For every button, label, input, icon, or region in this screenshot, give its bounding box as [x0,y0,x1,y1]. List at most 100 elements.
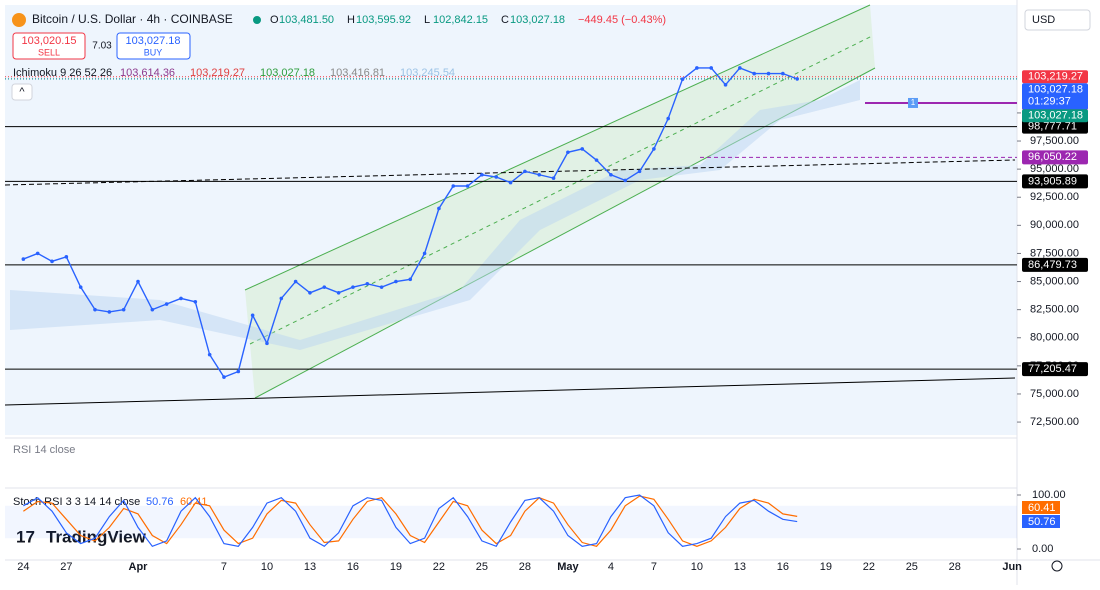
time-label: 16 [777,561,789,573]
stoch-tick-label: 0.00 [1032,543,1053,555]
channel-upper [244,4,871,291]
spread: 7.03 [92,41,112,52]
close-point [523,169,527,174]
brand-logo: 17 [16,527,35,546]
close-point [508,180,513,185]
close-point [379,285,384,289]
close-point [623,178,628,183]
settings-icon[interactable] [1051,560,1063,572]
ohlc-value: 103,595.92 [356,14,411,26]
price-tick-label: 92,500.00 [1030,191,1079,203]
time-label: 10 [261,561,273,573]
level-tag-label: 93,905.89 [1028,175,1077,187]
ichimoku-cloud [10,80,860,350]
close-point [795,77,799,81]
level-tag [1022,119,1088,134]
close-point [766,71,771,76]
level-tag [1022,257,1088,272]
status-dot [253,16,261,24]
close-point [580,147,585,151]
close-point [222,375,226,379]
stoch-tag [1022,501,1060,514]
ohlc-value: 103,027.18 [510,14,565,26]
close-point [752,71,756,76]
time-label: 10 [691,561,703,573]
change: −449.45 (−0.43%) [578,14,666,26]
time-label: Jun [1002,561,1022,573]
time-label: 28 [949,561,961,573]
ohlc-key: L [424,14,430,26]
sell-button[interactable] [12,32,86,60]
level-marker: 1 [911,98,916,107]
close-point [494,175,499,179]
ohlc-key: C [501,14,509,26]
close-point [121,307,126,312]
stoch-k: 50.76 [146,496,174,508]
close-point [551,176,556,180]
ichimoku-name: Ichimoku 9 26 52 26 [13,67,112,79]
coin-icon [12,13,26,27]
close-point [365,281,370,286]
price-tick-label: 95,000.00 [1030,163,1079,175]
price-tick-label: 85,000.00 [1030,275,1079,287]
close-point [107,310,112,314]
stoch-tick-label: 100.00 [1032,489,1066,501]
close-point [465,184,470,188]
close-point [265,341,269,346]
price-tag [1022,109,1088,123]
close-point [394,279,398,284]
price-tag [1022,70,1088,84]
close-point [709,66,713,70]
rsi-name: RSI 14 close [13,444,75,456]
time-label: Apr [129,561,149,573]
buy-label: BUY [144,47,163,57]
price-tick-label: 72,500.00 [1030,416,1079,428]
time-label: 22 [863,561,875,573]
time-label: 28 [519,561,531,573]
currency: USD [1032,14,1055,26]
close-point [293,279,298,284]
time-label: 19 [820,561,832,573]
level-tag [1022,150,1088,165]
close-point [50,259,54,264]
time-label: 4 [608,561,614,573]
time-label: 13 [734,561,746,573]
time-label: 16 [347,561,359,573]
close-point [594,158,599,162]
close-point [566,150,570,155]
close-point [35,251,40,256]
time-label: May [557,561,579,573]
ichimoku-value: 103,416.81 [330,67,385,79]
time-label: 7 [221,561,227,573]
time-label: 27 [60,561,72,573]
currency-select[interactable] [1024,9,1091,31]
sell-label: SELL [38,47,60,57]
close-point [336,290,341,295]
close-point [537,172,542,177]
close-point [680,77,685,81]
time-label: 22 [433,561,445,573]
close-point [652,147,656,151]
stoch-d-line [23,495,798,547]
ohlc-key: O [270,14,279,26]
stoch-tag-label: 50.76 [1028,516,1056,528]
ohlc-value: 103,481.50 [279,14,334,26]
close-point [308,290,312,295]
price-tag-label: 103,027.18 [1028,110,1083,122]
close-point [279,296,284,301]
ichimoku-value: 103,027.18 [260,67,315,79]
price-tag-label: 103,219.27 [1028,71,1083,83]
buy-button[interactable] [116,32,191,60]
close-point [422,251,427,256]
collapse-button[interactable] [11,83,33,101]
time-label: 25 [906,561,918,573]
close-point [64,255,69,259]
level-tag-label: 77,205.47 [1028,363,1077,375]
close-point [78,285,83,289]
close-point [93,307,97,312]
collapse-icon: ^ [19,86,25,98]
close-point [695,66,699,70]
ichimoku-value: 103,245.54 [400,67,455,79]
price-tick-label: 87,500.00 [1030,247,1079,259]
